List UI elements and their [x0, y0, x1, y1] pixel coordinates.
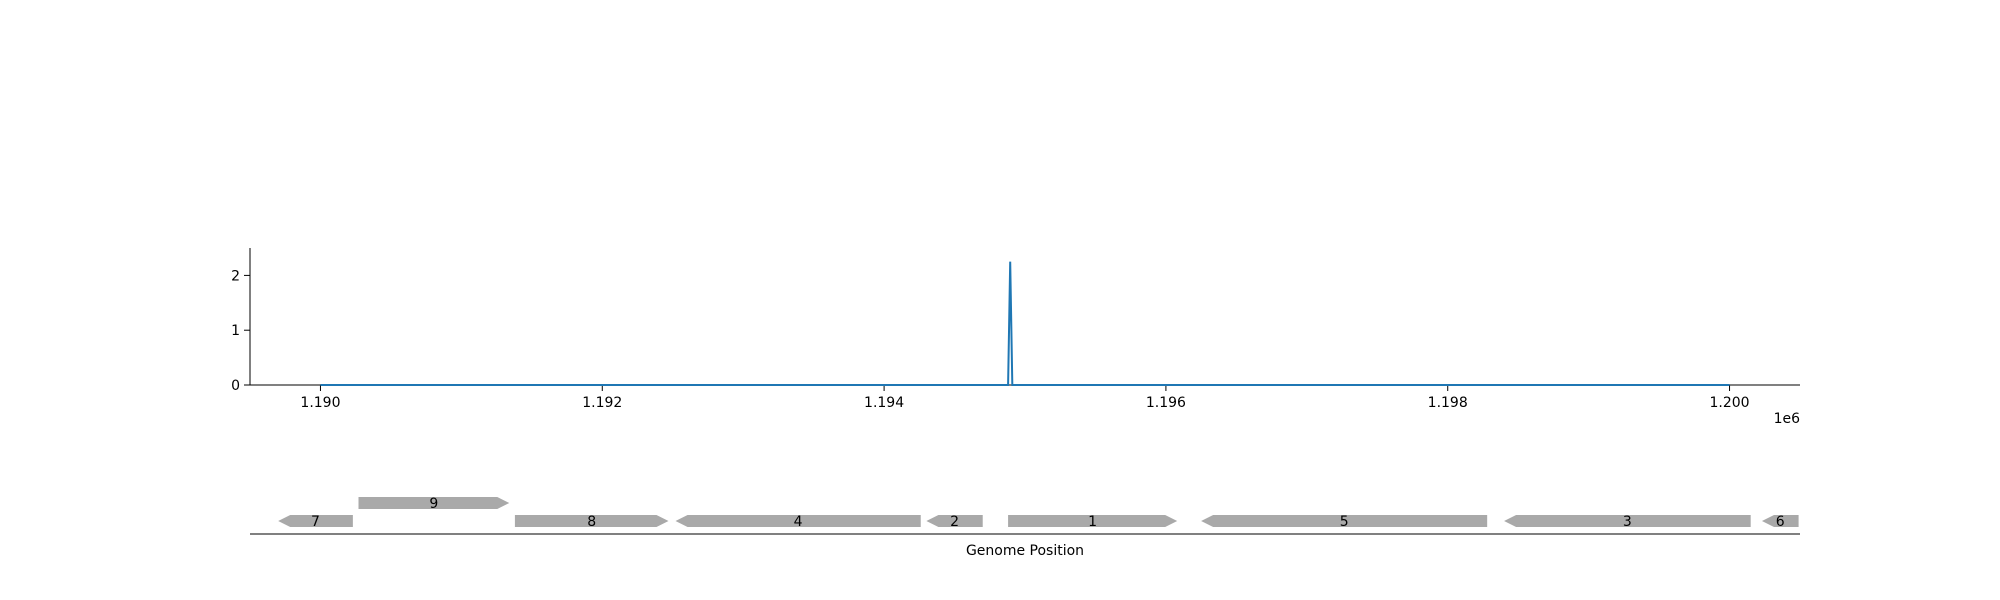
gene-arrow [1201, 515, 1488, 527]
y-axis-ticks: 0 1 2 [231, 268, 250, 394]
gene-1: 1 [1008, 514, 1178, 530]
x-tick-label: 1.196 [1146, 395, 1186, 411]
gene-arrow [1504, 515, 1751, 527]
gene-arrow [514, 515, 669, 527]
gene-label: 6 [1776, 514, 1785, 530]
gene-label: 8 [587, 514, 596, 530]
x-tick-label: 1.190 [300, 395, 340, 411]
genes-layer: 7 9 8 4 2 1 5 3 6 [278, 496, 1799, 530]
gene-5: 5 [1201, 514, 1488, 530]
y-tick-label: 2 [231, 268, 240, 284]
gene-4: 4 [675, 514, 921, 530]
gene-arrow [675, 515, 921, 527]
gene-label: 3 [1623, 514, 1632, 530]
x-tick-label: 1.192 [582, 395, 622, 411]
gene-arrow [1761, 515, 1799, 527]
gene-label: 5 [1340, 514, 1349, 530]
gene-arrow [278, 515, 353, 527]
gene-8: 8 [514, 514, 669, 530]
gene-label: 2 [950, 514, 959, 530]
x-tick-label: 1.194 [864, 395, 904, 411]
gene-label: 4 [794, 514, 803, 530]
series-layer [320, 261, 1730, 386]
gene-track: 7 9 8 4 2 1 5 3 6 Genome Position [250, 496, 1800, 559]
gene-9: 9 [358, 496, 510, 512]
gene-7: 7 [278, 514, 353, 530]
gene-label: 9 [429, 496, 438, 512]
y-tick-label: 0 [231, 378, 240, 394]
gene-label: 1 [1088, 514, 1097, 530]
gene-2: 2 [926, 514, 983, 530]
series-line [320, 261, 1730, 386]
x-axis-offset-label: 1e6 [1774, 411, 1801, 427]
gene-arrow [358, 497, 510, 509]
gene-label: 7 [311, 514, 320, 530]
gene-6: 6 [1761, 514, 1799, 530]
x-axis-ticks: 1.190 1.192 1.194 1.196 1.198 1.200 [300, 385, 1750, 411]
coverage-chart: 0 1 2 1.190 1.192 1.194 1.196 1.198 1.200 1e6 [231, 248, 1800, 427]
gene-track-x-axis-label: Genome Position [966, 543, 1084, 559]
gene-3: 3 [1504, 514, 1751, 530]
gene-arrow [926, 515, 983, 527]
x-tick-label: 1.200 [1709, 395, 1749, 411]
y-tick-label: 1 [231, 323, 240, 339]
x-tick-label: 1.198 [1428, 395, 1468, 411]
gene-arrow [1008, 515, 1178, 527]
